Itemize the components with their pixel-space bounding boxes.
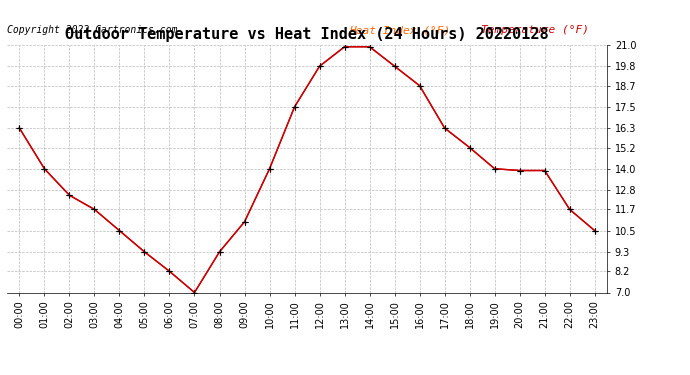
- Text: Heat Index (°F): Heat Index (°F): [349, 25, 451, 35]
- Text: Copyright 2022 Cartronics.com: Copyright 2022 Cartronics.com: [7, 25, 177, 35]
- Title: Outdoor Temperature vs Heat Index (24 Hours) 20220128: Outdoor Temperature vs Heat Index (24 Ho…: [66, 27, 549, 42]
- Text: Temperature (°F): Temperature (°F): [481, 25, 589, 35]
